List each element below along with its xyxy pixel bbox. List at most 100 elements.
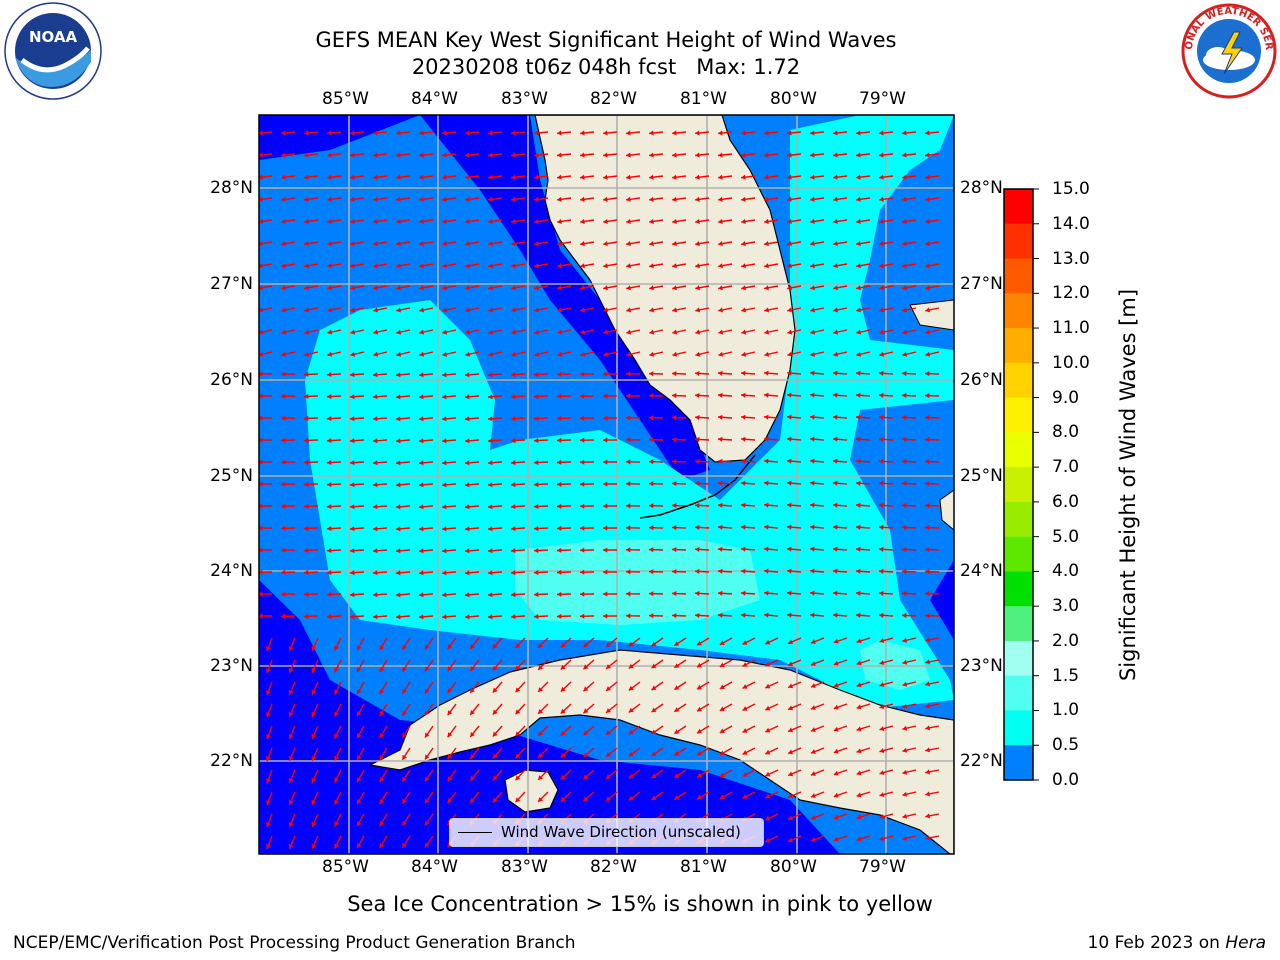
wave-direction-arrowhead (902, 152, 907, 158)
colorbar-tick-label: 1.5 (1052, 665, 1080, 686)
wave-direction-arrowhead (603, 130, 608, 136)
wave-direction-arrowhead (765, 661, 771, 667)
wave-direction-arrowhead (373, 482, 378, 488)
wave-direction-arrowhead (560, 686, 566, 692)
wave-direction-arrowhead (649, 569, 654, 575)
wave-direction-arrowhead (327, 174, 332, 180)
wave-direction-arrowhead (304, 263, 309, 269)
wave-direction-arrowhead (902, 568, 907, 575)
wave-direction-arrowhead (856, 726, 862, 732)
wave-direction-arrowhead (879, 726, 885, 731)
wave-direction-arrowhead (580, 152, 585, 158)
wave-direction-arrowhead (925, 503, 930, 509)
colorbar-band (1004, 640, 1033, 677)
wave-direction-arrowhead (402, 820, 407, 826)
wave-direction-arrowhead (304, 503, 309, 509)
wave-direction-arrowhead (396, 351, 402, 357)
wave-direction-arrowhead (511, 416, 516, 422)
wave-direction-arrowhead (764, 196, 769, 202)
wave-direction-arrowhead (626, 196, 631, 202)
wave-direction-arrowhead (259, 371, 263, 377)
wave-direction-arrowhead (327, 504, 332, 510)
wave-direction-arrowhead (511, 174, 516, 180)
wave-direction-arrowhead (810, 130, 815, 136)
wave-direction-arrowhead (695, 568, 700, 574)
wave-direction-arrowhead (810, 502, 815, 508)
wave-direction-arrowhead (902, 612, 907, 619)
wave-direction-arrowhead (560, 796, 566, 802)
wave-direction-arrowhead (672, 415, 677, 421)
wave-direction-arrowhead (259, 130, 263, 136)
wave-direction-arrowhead (742, 684, 748, 689)
wave-direction-arrowhead (580, 481, 585, 487)
wave-direction-arrowhead (465, 526, 470, 532)
colorbar-tick-label: 13.0 (1052, 248, 1090, 269)
wave-direction-arrowhead (402, 754, 407, 760)
wave-direction-arrowhead (534, 613, 539, 620)
wave-direction-arrowhead (538, 753, 543, 758)
wave-direction-arrowhead (373, 460, 378, 466)
wave-direction-arrowhead (557, 591, 562, 597)
wave-direction-arrowhead (695, 152, 700, 158)
wave-direction-arrowhead (788, 727, 794, 733)
wave-direction-arrowhead (718, 285, 723, 291)
wave-direction-arrowhead (879, 480, 884, 486)
wave-direction-arrowhead (626, 307, 631, 313)
wave-direction-arrowhead (488, 504, 493, 510)
wave-direction-arrowhead (810, 414, 815, 420)
wave-direction-arrowhead (925, 725, 930, 731)
wave-direction-arrowhead (626, 174, 631, 180)
wave-direction-arrowhead (583, 752, 589, 758)
colorbar-band (1004, 501, 1033, 538)
wave-direction-arrowhead (511, 241, 516, 247)
wave-direction-arrowhead (583, 642, 589, 648)
wave-direction-arrowhead (603, 307, 608, 313)
wave-direction-arrowhead (742, 640, 748, 645)
wave-direction-arrowhead (327, 372, 332, 378)
wave-direction-arrowhead (373, 241, 378, 247)
wave-direction-arrowhead (719, 750, 725, 755)
wave-direction-arrowhead (259, 547, 263, 553)
wave-direction-arrowhead (787, 152, 792, 158)
wave-direction-arrowhead (718, 458, 723, 464)
wave-direction-arrowhead (603, 437, 608, 443)
wave-direction-arrowhead (580, 130, 585, 136)
wave-direction-arrowhead (856, 307, 861, 313)
wave-direction-arrowhead (856, 704, 862, 710)
wave-direction-arrowhead (672, 613, 677, 619)
wave-direction-arrowhead (534, 329, 540, 335)
wave-direction-arrowhead (266, 734, 271, 740)
wave-direction-arrowhead (628, 729, 634, 735)
wave-direction-arrowhead (765, 771, 771, 777)
wave-direction-arrowhead (373, 152, 378, 158)
wave-direction-arrowhead (442, 329, 448, 335)
wave-direction-arrowhead (350, 504, 355, 510)
wave-direction-arrowhead (765, 793, 771, 799)
wave-direction-arrowhead (357, 667, 362, 673)
wave-direction-arrowhead (672, 591, 677, 597)
wave-direction-arrowhead (603, 525, 608, 531)
wave-direction-arrowhead (470, 797, 475, 803)
wave-direction-arrowhead (879, 524, 884, 530)
wave-direction-arrowhead (810, 590, 815, 596)
wave-direction-arrowhead (879, 263, 884, 269)
lon-label-bottom: 80°W (770, 857, 817, 877)
wave-direction-arrowhead (396, 570, 401, 576)
wave-direction-arrowhead (833, 329, 839, 335)
wave-direction-arrowhead (879, 704, 885, 709)
wave-direction-arrowhead (515, 753, 521, 759)
wave-direction-arrowhead (304, 437, 309, 443)
wave-direction-arrowhead (580, 393, 585, 399)
colorbar-band (1004, 536, 1033, 572)
wave-direction-arrowhead (787, 307, 792, 313)
wave-direction-arrowhead (488, 174, 493, 180)
wave-direction-arrowhead (259, 591, 263, 597)
wave-direction-arrowhead (741, 152, 746, 158)
wave-direction-arrowhead (373, 218, 378, 224)
wave-direction-arrowhead (396, 592, 401, 598)
wave-direction-arrowhead (534, 152, 539, 158)
colorbar-band (1004, 258, 1033, 294)
wave-direction-arrowhead (925, 152, 930, 158)
wave-direction-arrowhead (442, 263, 447, 269)
wave-direction-arrowhead (856, 814, 862, 820)
